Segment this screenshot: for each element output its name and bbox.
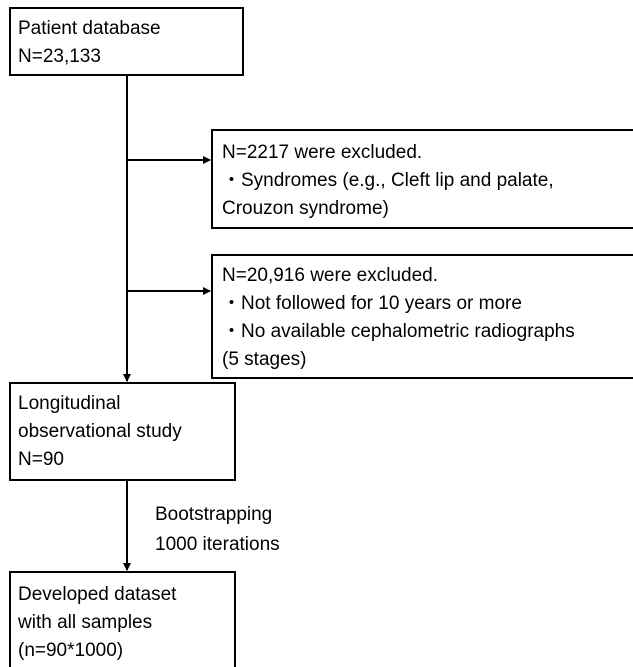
node-text: Longitudinal	[18, 393, 120, 414]
node-text: N=23,133	[18, 46, 101, 67]
node-box	[9, 571, 236, 667]
node-box	[9, 382, 236, 481]
node-text: Patient database	[18, 18, 161, 39]
node-text: ・No available cephalometric radiographs	[222, 321, 575, 342]
node-text: Crouzon syndrome)	[222, 198, 389, 219]
node-text: N=20,916 were excluded.	[222, 265, 438, 286]
node-text: ・Not followed for 10 years or more	[222, 293, 522, 314]
node-text: Bootstrapping	[155, 504, 272, 525]
node-box	[9, 7, 244, 76]
texts: Patient database N=23,133 N=2217 were excl…	[17, 18, 575, 661]
node-text: Developed dataset	[18, 584, 177, 605]
node-text: ・Syndromes (e.g., Cleft lip and palate,	[222, 170, 554, 191]
node-box	[211, 129, 633, 229]
node-box	[211, 254, 633, 379]
node-text: observational study	[18, 421, 182, 442]
node-text: N=2217 were excluded.	[222, 142, 422, 163]
node-text: (n=90*1000)	[18, 640, 123, 661]
node-text: (5 stages)	[222, 349, 306, 370]
node-text: N=90	[18, 449, 64, 470]
node-text: 1000 iterations	[155, 534, 280, 555]
node-text: with all samples	[17, 612, 152, 633]
